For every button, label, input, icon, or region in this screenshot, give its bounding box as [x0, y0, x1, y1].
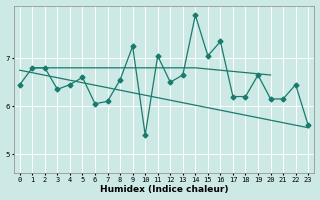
- X-axis label: Humidex (Indice chaleur): Humidex (Indice chaleur): [100, 185, 228, 194]
